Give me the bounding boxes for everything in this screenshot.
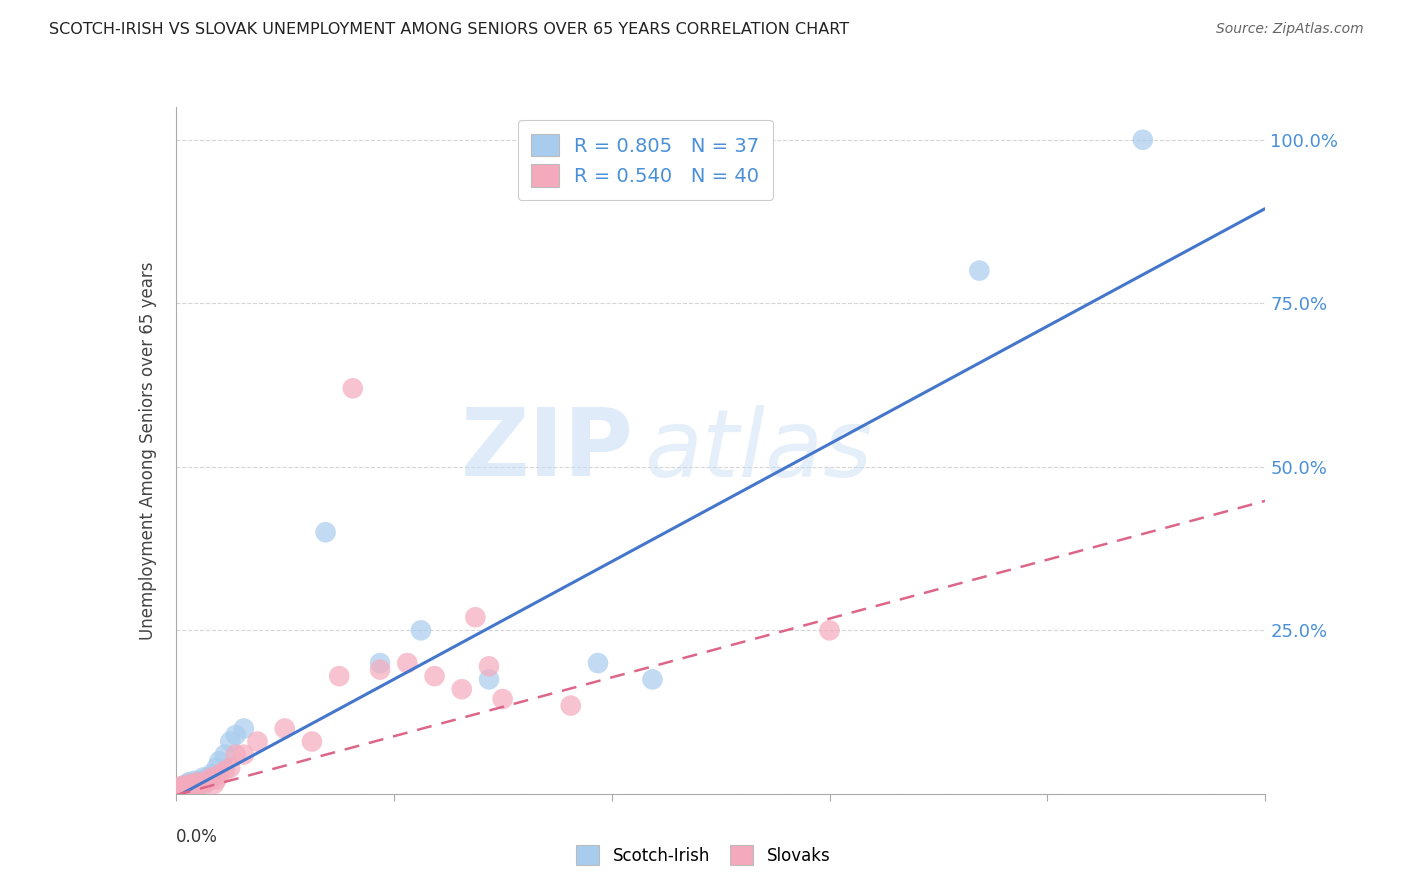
Point xyxy=(179,780,201,795)
Point xyxy=(186,775,209,789)
Point xyxy=(170,780,193,795)
Point xyxy=(818,624,841,638)
Point xyxy=(176,777,198,791)
Point xyxy=(181,779,204,793)
Point xyxy=(342,381,364,395)
Point xyxy=(173,779,195,793)
Point xyxy=(197,771,219,785)
Text: Source: ZipAtlas.com: Source: ZipAtlas.com xyxy=(1216,22,1364,37)
Point xyxy=(208,767,231,781)
Y-axis label: Unemployment Among Seniors over 65 years: Unemployment Among Seniors over 65 years xyxy=(139,261,157,640)
Legend: Scotch-Irish, Slovaks: Scotch-Irish, Slovaks xyxy=(568,837,838,873)
Point xyxy=(205,772,228,787)
Point xyxy=(184,777,207,791)
Point xyxy=(186,777,209,791)
Point xyxy=(173,783,195,797)
Point xyxy=(191,775,214,789)
Point xyxy=(368,663,391,677)
Point xyxy=(368,656,391,670)
Point xyxy=(246,734,269,748)
Point xyxy=(328,669,350,683)
Point xyxy=(232,747,254,762)
Text: SCOTCH-IRISH VS SLOVAK UNEMPLOYMENT AMONG SENIORS OVER 65 YEARS CORRELATION CHAR: SCOTCH-IRISH VS SLOVAK UNEMPLOYMENT AMON… xyxy=(49,22,849,37)
Point xyxy=(188,779,211,793)
Point xyxy=(173,781,195,796)
Point xyxy=(197,773,219,788)
Point xyxy=(208,754,231,768)
Point xyxy=(450,682,472,697)
Point xyxy=(184,781,207,796)
Point xyxy=(194,775,217,789)
Point xyxy=(191,771,214,785)
Point xyxy=(179,777,201,791)
Point xyxy=(167,783,190,797)
Point xyxy=(179,783,201,797)
Point xyxy=(219,761,242,775)
Point xyxy=(464,610,486,624)
Point xyxy=(184,773,207,788)
Point xyxy=(409,624,432,638)
Point xyxy=(184,779,207,793)
Point xyxy=(478,659,501,673)
Point xyxy=(181,780,204,795)
Point xyxy=(170,781,193,796)
Point xyxy=(176,781,198,796)
Point xyxy=(274,722,297,736)
Point xyxy=(315,525,337,540)
Text: ZIP: ZIP xyxy=(461,404,633,497)
Point xyxy=(202,777,225,791)
Point xyxy=(301,734,323,748)
Point xyxy=(225,747,247,762)
Point xyxy=(1132,133,1154,147)
Point xyxy=(200,771,222,785)
Point xyxy=(492,692,515,706)
Text: 0.0%: 0.0% xyxy=(176,828,218,846)
Point xyxy=(186,775,209,789)
Point xyxy=(225,728,247,742)
Point xyxy=(181,777,204,791)
Point xyxy=(167,783,190,797)
Point xyxy=(170,779,193,793)
Point xyxy=(200,767,222,781)
Point xyxy=(170,783,193,797)
Point xyxy=(560,698,582,713)
Point xyxy=(176,783,198,797)
Point xyxy=(478,673,501,687)
Point xyxy=(173,780,195,795)
Point xyxy=(396,656,419,670)
Point xyxy=(194,772,217,787)
Point xyxy=(219,734,242,748)
Point xyxy=(176,779,198,793)
Point xyxy=(641,673,664,687)
Point xyxy=(969,263,991,277)
Text: atlas: atlas xyxy=(644,405,873,496)
Point xyxy=(188,777,211,791)
Point xyxy=(191,779,214,793)
Point xyxy=(232,722,254,736)
Point xyxy=(181,780,204,795)
Point xyxy=(423,669,446,683)
Point xyxy=(214,764,236,778)
Point xyxy=(188,773,211,788)
Point xyxy=(586,656,609,670)
Point xyxy=(179,775,201,789)
Legend: R = 0.805   N = 37, R = 0.540   N = 40: R = 0.805 N = 37, R = 0.540 N = 40 xyxy=(517,120,773,200)
Point xyxy=(205,761,228,775)
Point xyxy=(214,747,236,762)
Point xyxy=(179,781,201,796)
